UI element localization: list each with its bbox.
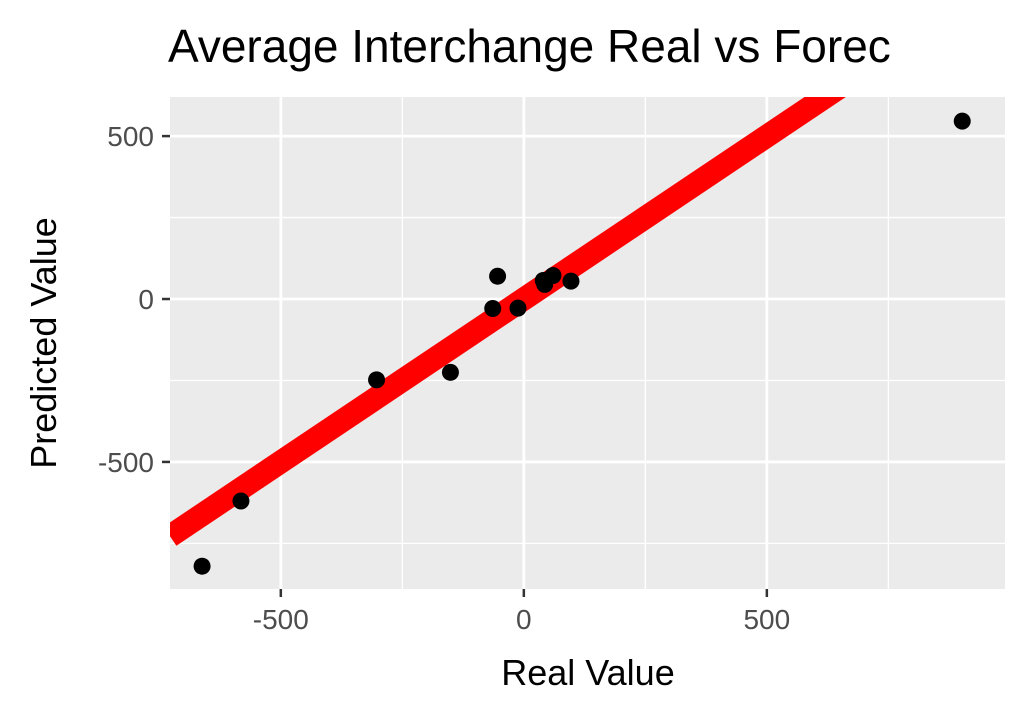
data-point [193,557,211,575]
x-axis: -500 0 500 [253,589,790,635]
plot-panel [170,97,1005,589]
y-axis-title: Predicted Value [23,217,64,469]
x-tick-label: 500 [743,604,790,635]
y-tick-label: -500 [98,447,154,478]
y-tick-label: 0 [138,284,154,315]
data-points [193,112,971,575]
x-tick-label: 0 [516,604,532,635]
data-point [484,299,502,317]
data-point [562,272,580,290]
data-point [232,492,250,510]
x-axis-title: Real Value [501,652,674,693]
reference-line [170,97,846,546]
x-tick-label: -500 [253,604,309,635]
data-point [953,112,971,130]
y-axis: -500 0 500 [98,121,170,478]
reference-line-layer [170,97,846,546]
data-point [489,267,507,285]
chart-title: Average Interchange Real vs Forec [168,20,891,72]
data-point [441,363,459,381]
data-point [544,267,562,285]
minor-gridlines [170,97,1005,589]
major-gridlines [170,97,1005,589]
data-point [509,299,527,317]
data-point [368,371,386,389]
y-tick-label: 500 [107,121,154,152]
